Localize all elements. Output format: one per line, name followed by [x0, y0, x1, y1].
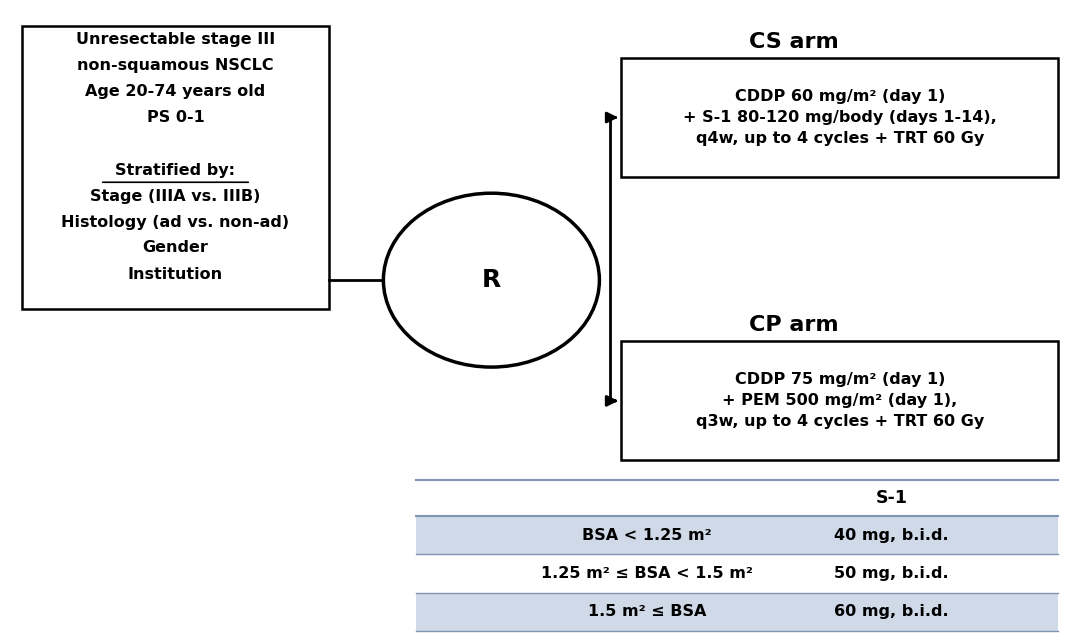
FancyBboxPatch shape	[621, 341, 1058, 460]
FancyBboxPatch shape	[621, 58, 1058, 177]
Text: 1.25 m² ≤ BSA < 1.5 m²: 1.25 m² ≤ BSA < 1.5 m²	[541, 566, 753, 581]
FancyBboxPatch shape	[22, 26, 329, 309]
Ellipse shape	[383, 193, 599, 367]
Text: Age 20-74 years old: Age 20-74 years old	[85, 84, 266, 99]
Text: 60 mg, b.i.d.: 60 mg, b.i.d.	[834, 605, 948, 620]
Text: S-1: S-1	[875, 489, 907, 507]
Text: CDDP 60 mg/m² (day 1)
+ S-1 80-120 mg/body (days 1-14),
q4w, up to 4 cycles + TR: CDDP 60 mg/m² (day 1) + S-1 80-120 mg/bo…	[683, 89, 997, 146]
Text: R: R	[482, 268, 501, 292]
Text: Gender: Gender	[143, 240, 208, 256]
Text: BSA < 1.25 m²: BSA < 1.25 m²	[582, 528, 712, 543]
Text: Histology (ad vs. non-ad): Histology (ad vs. non-ad)	[62, 214, 289, 230]
Text: 1.5 m² ≤ BSA: 1.5 m² ≤ BSA	[588, 605, 706, 620]
Text: Unresectable stage III: Unresectable stage III	[76, 32, 275, 48]
Text: 50 mg, b.i.d.: 50 mg, b.i.d.	[834, 566, 948, 581]
FancyBboxPatch shape	[416, 554, 1058, 592]
FancyBboxPatch shape	[416, 592, 1058, 631]
Text: CS arm: CS arm	[748, 32, 839, 52]
Text: Stratified by:: Stratified by:	[116, 163, 235, 178]
Text: Stage (IIIA vs. IIIB): Stage (IIIA vs. IIIB)	[91, 189, 260, 204]
Text: 40 mg, b.i.d.: 40 mg, b.i.d.	[834, 528, 948, 543]
Text: CP arm: CP arm	[750, 315, 838, 336]
Text: PS 0-1: PS 0-1	[147, 109, 204, 125]
Text: non-squamous NSCLC: non-squamous NSCLC	[77, 58, 274, 73]
Text: Institution: Institution	[127, 267, 224, 283]
FancyBboxPatch shape	[416, 516, 1058, 554]
Text: CDDP 75 mg/m² (day 1)
+ PEM 500 mg/m² (day 1),
q3w, up to 4 cycles + TRT 60 Gy: CDDP 75 mg/m² (day 1) + PEM 500 mg/m² (d…	[696, 372, 984, 430]
